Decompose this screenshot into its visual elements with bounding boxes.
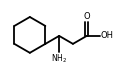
- Text: O: O: [83, 12, 90, 21]
- Text: NH$_2$: NH$_2$: [51, 53, 67, 65]
- Text: OH: OH: [101, 31, 114, 40]
